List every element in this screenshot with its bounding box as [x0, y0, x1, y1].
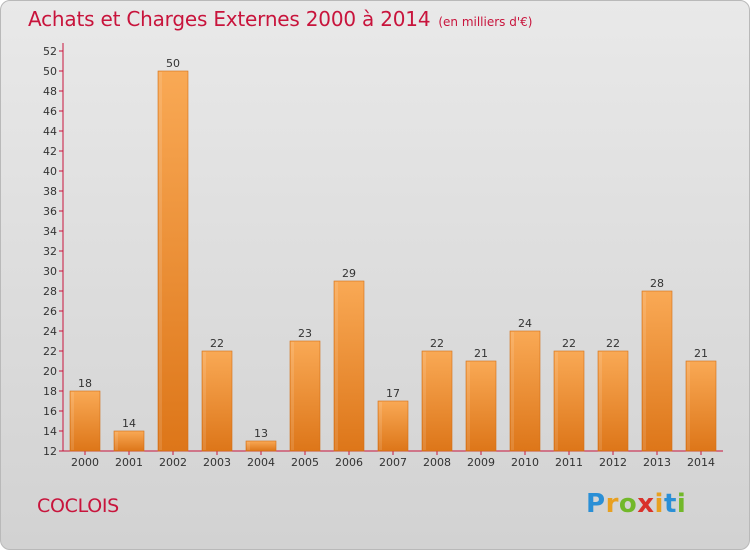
bar-highlight [335, 282, 338, 450]
y-tick-label: 30 [43, 265, 57, 278]
bar [113, 430, 145, 452]
x-tick-label: 2012 [599, 456, 627, 469]
logo-letter: P [586, 489, 606, 519]
bar [465, 360, 497, 452]
data-label: 18 [78, 377, 92, 390]
title-unit: (en milliers d'€) [438, 15, 533, 29]
data-label: 22 [430, 337, 444, 350]
y-tick-label: 46 [43, 105, 57, 118]
data-label: 21 [694, 347, 708, 360]
y-tick-label: 34 [43, 225, 57, 238]
bar [553, 350, 585, 452]
bar-highlight [203, 352, 206, 450]
x-tick-label: 2010 [511, 456, 539, 469]
logo-letter: i [676, 489, 687, 519]
x-tick-label: 2014 [687, 456, 715, 469]
bar [333, 280, 365, 452]
y-tick-label: 22 [43, 345, 57, 358]
bar [201, 350, 233, 452]
x-tick-label: 2011 [555, 456, 583, 469]
bar-highlight [115, 432, 118, 450]
data-label: 22 [210, 337, 224, 350]
commune-name: COCLOIS [37, 495, 119, 517]
proxiti-logo: Proxiti [586, 489, 686, 519]
bar-highlight [379, 402, 382, 450]
y-axis: 12 14 16 18 20 22 24 26 28 30 32 34 36 38 40 42 44 46 48 50… [43, 43, 64, 458]
bar [685, 360, 717, 452]
y-tick-label: 52 [43, 45, 57, 58]
y-tick-label: 36 [43, 205, 57, 218]
bar-highlight [599, 352, 602, 450]
logo-letter: t [663, 489, 677, 519]
bar [597, 350, 629, 452]
bar [377, 400, 409, 452]
bar [157, 70, 189, 452]
y-tick-label: 50 [43, 65, 57, 78]
data-label: 22 [606, 337, 620, 350]
x-tick-label: 2013 [643, 456, 671, 469]
bar-highlight [687, 362, 690, 450]
bar [641, 290, 673, 452]
bar-highlight [511, 332, 514, 450]
logo-letter: x [637, 489, 655, 519]
bar [421, 350, 453, 452]
chart-title: Achats et Charges Externes 2000 à 2014 (e… [28, 7, 532, 31]
y-tick-label: 42 [43, 145, 57, 158]
x-tick-label: 2000 [71, 456, 99, 469]
data-label: 28 [650, 277, 664, 290]
x-tick-label: 2007 [379, 456, 407, 469]
y-tick-label: 38 [43, 185, 57, 198]
data-label: 50 [166, 57, 180, 70]
y-tick-label: 44 [43, 125, 57, 138]
data-label: 17 [386, 387, 400, 400]
bar [69, 390, 101, 452]
x-tick-label: 2003 [203, 456, 231, 469]
y-tick-label: 26 [43, 305, 57, 318]
y-tick-label: 12 [43, 445, 57, 458]
data-label: 22 [562, 337, 576, 350]
y-tick-label: 48 [43, 85, 57, 98]
y-tick-label: 16 [43, 405, 57, 418]
bar-highlight [159, 72, 162, 450]
x-tick-label: 2002 [159, 456, 187, 469]
bar-highlight [71, 392, 74, 450]
bar-highlight [467, 362, 470, 450]
bar-highlight [247, 442, 250, 450]
x-tick-label: 2005 [291, 456, 319, 469]
data-label: 21 [474, 347, 488, 360]
x-tick-label: 2008 [423, 456, 451, 469]
bar-highlight [643, 292, 646, 450]
y-tick-label: 24 [43, 325, 57, 338]
x-axis: 2000 2001 2002 2003 2004 2005 2006 2007 2008 2009… [63, 450, 723, 469]
bar [289, 340, 321, 452]
bar [245, 440, 277, 452]
title-text: Achats et Charges Externes 2000 à 2014 [28, 7, 431, 31]
y-tick-label: 28 [43, 285, 57, 298]
logo-letter: r [605, 489, 619, 519]
x-tick-label: 2009 [467, 456, 495, 469]
y-tick-label: 20 [43, 365, 57, 378]
bar-highlight [291, 342, 294, 450]
y-tick-label: 32 [43, 245, 57, 258]
bar-highlight [423, 352, 426, 450]
bar-highlight [555, 352, 558, 450]
x-tick-label: 2004 [247, 456, 275, 469]
data-label: 14 [122, 417, 136, 430]
x-tick-label: 2006 [335, 456, 363, 469]
y-tick-label: 18 [43, 385, 57, 398]
data-label: 29 [342, 267, 356, 280]
logo-letter: o [618, 489, 638, 519]
bar [509, 330, 541, 452]
data-label: 13 [254, 427, 268, 440]
x-tick-label: 2001 [115, 456, 143, 469]
data-label: 24 [518, 317, 532, 330]
bars: 18 14 50 22 13 23 29 17 22 21 24 22 22 28 21 [69, 57, 717, 452]
y-tick-label: 14 [43, 425, 57, 438]
logo-letter: i [654, 489, 664, 519]
y-tick-label: 40 [43, 165, 57, 178]
data-label: 23 [298, 327, 312, 340]
